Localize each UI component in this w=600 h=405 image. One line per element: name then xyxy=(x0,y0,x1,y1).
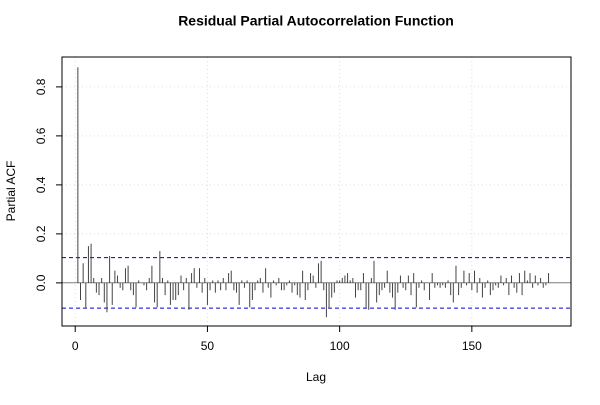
y-tick-label: 0.6 xyxy=(34,127,48,144)
y-tick-label: 0.4 xyxy=(34,176,48,193)
x-tick-label: 50 xyxy=(201,339,215,353)
y-tick-label: 0.2 xyxy=(34,225,48,242)
plot-frame xyxy=(61,56,572,327)
chart-title: Residual Partial Autocorrelation Functio… xyxy=(178,13,454,29)
x-axis-label: Lag xyxy=(306,370,326,384)
y-tick-label: 0.8 xyxy=(34,78,48,95)
y-tick-label: 0.0 xyxy=(34,274,48,291)
x-tick-label: 100 xyxy=(330,339,350,353)
x-tick-label: 150 xyxy=(462,339,482,353)
x-tick-label: 0 xyxy=(72,339,79,353)
y-axis-label: Partial ACF xyxy=(4,161,18,222)
